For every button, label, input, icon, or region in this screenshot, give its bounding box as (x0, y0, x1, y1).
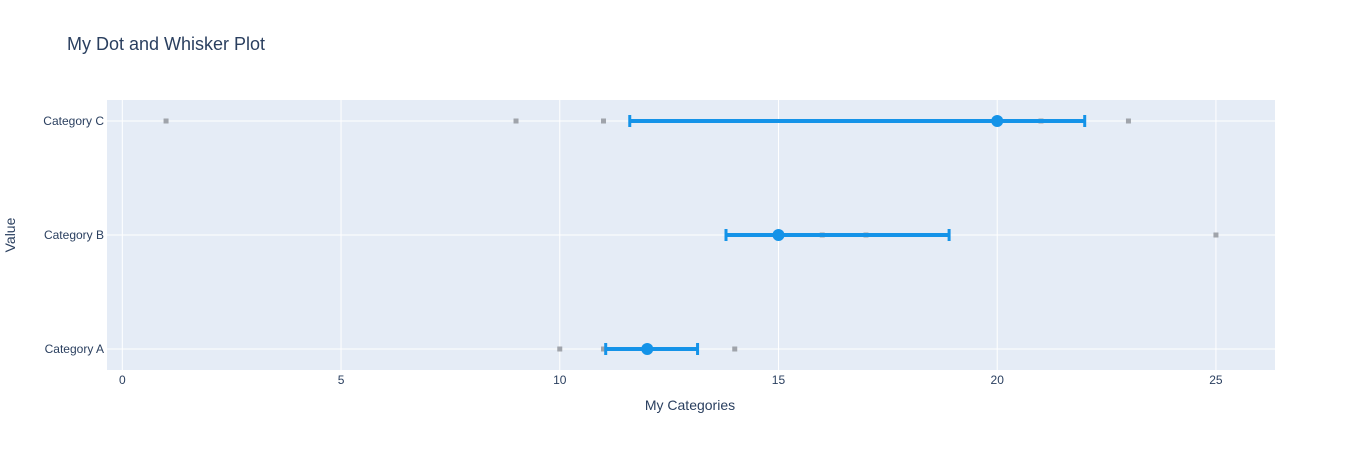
whiskers (604, 115, 1087, 355)
x-axis-title: My Categories (645, 397, 735, 413)
mean-dot (991, 115, 1004, 127)
x-tick-label: 15 (772, 373, 786, 387)
raw-point (1125, 118, 1131, 124)
raw-point (732, 346, 738, 352)
raw-point (601, 118, 607, 124)
raw-point (163, 118, 169, 124)
mean-dot (641, 343, 654, 355)
x-tick-label: 10 (553, 373, 567, 387)
x-tick-label: 0 (119, 373, 126, 387)
x-tick-label: 20 (991, 373, 1005, 387)
raw-point (601, 346, 607, 352)
raw-point (513, 118, 519, 124)
x-axis-ticks: 0 5 10 15 20 25 (119, 373, 1223, 387)
mean-dot (772, 229, 785, 241)
y-tick-label: Category C (43, 114, 104, 128)
raw-point (1213, 232, 1219, 238)
x-tick-label: 25 (1209, 373, 1223, 387)
y-tick-label: Category A (45, 342, 104, 356)
y-axis-ticks: Category A Category B Category C (43, 114, 104, 356)
y-tick-label: Category B (44, 228, 104, 242)
x-tick-label: 5 (338, 373, 345, 387)
chart-title: My Dot and Whisker Plot (67, 34, 265, 54)
raw-point (557, 346, 563, 352)
y-axis-title: Value (2, 217, 18, 252)
